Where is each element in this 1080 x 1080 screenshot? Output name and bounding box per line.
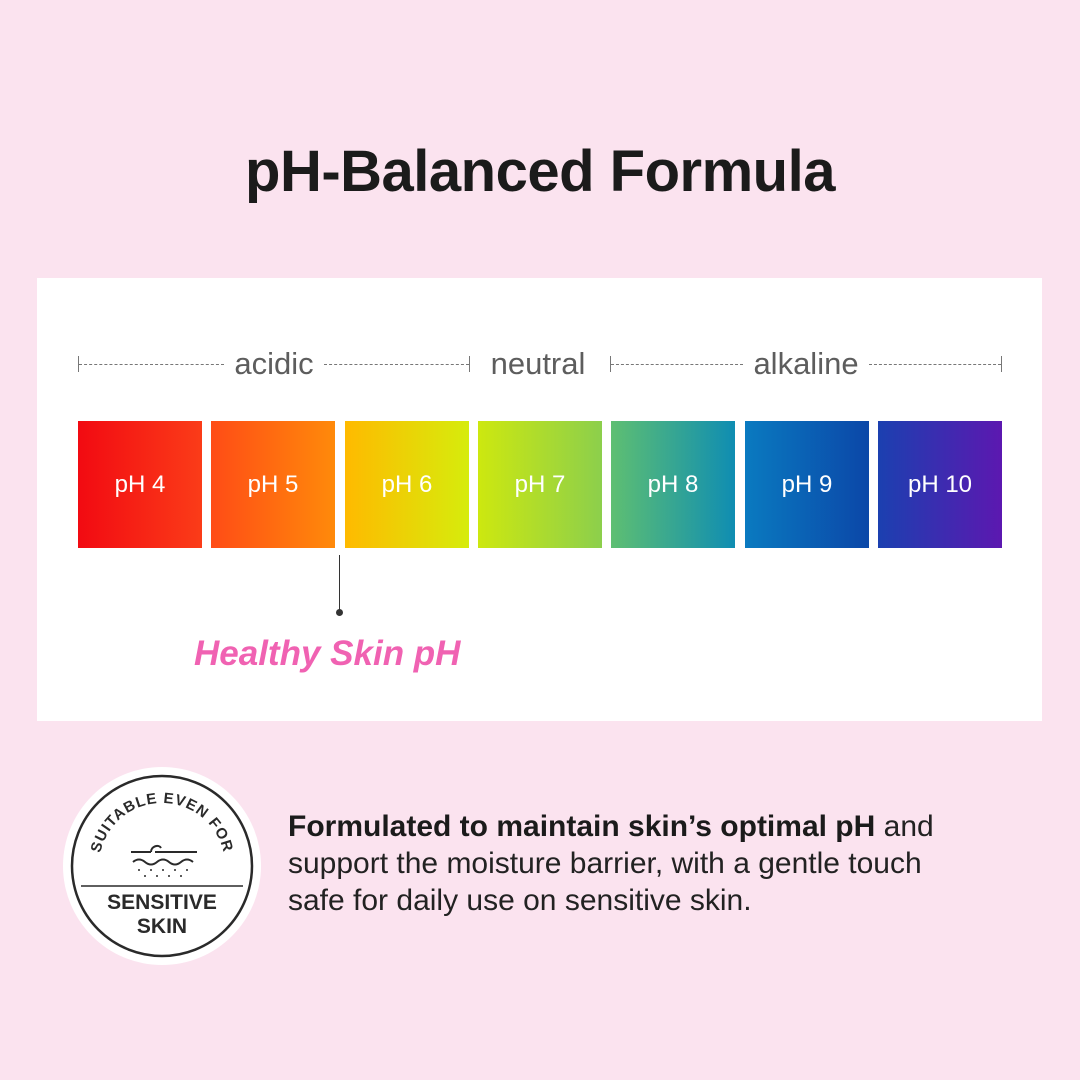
svg-text:SKIN: SKIN [137,915,187,938]
ph-box: pH 4 [78,421,202,548]
ph-box: pH 8 [611,421,735,548]
description-line2: support the moisture barrier, with a gen… [288,847,922,880]
range-alkaline: alkaline [610,344,1002,384]
marker-dot [336,609,343,616]
description-bold: Formulated to maintain skin’s optimal pH [288,810,876,843]
badge-seal-icon: SUITABLE EVEN FOR SENSITIVE SKIN [70,774,254,958]
ph-scale-panel: acidic neutral alkaline pH 4 pH 5 pH 6 pH 7… [37,278,1042,721]
ph-box: pH 6 [345,421,469,548]
healthy-skin-label: Healthy Skin pH [194,634,461,673]
ph-box-label: pH 4 [114,470,166,498]
sensitive-skin-badge: SUITABLE EVEN FOR SENSITIVE SKIN [63,767,261,965]
range-label-neutral: neutral [490,346,586,381]
ph-box: pH 5 [211,421,335,548]
range-acidic: acidic [78,344,471,384]
description-text: Formulated to maintain skin’s optimal pH… [288,808,934,919]
marker-line [339,555,340,612]
ph-box: pH 7 [478,421,602,548]
range-neutral: neutral [478,344,598,384]
ph-box-label: pH 9 [781,470,833,498]
ph-box-label: pH 10 [907,470,973,498]
ph-box-label: pH 6 [381,470,433,498]
ph-box-label: pH 5 [247,470,299,498]
page-title: pH-Balanced Formula [245,139,835,204]
ph-box-label: pH 7 [514,470,566,498]
range-label-alkaline: alkaline [753,346,859,381]
ph-box: pH 10 [878,421,1002,548]
range-label-acidic: acidic [234,346,314,381]
description-line1-rest: and [875,810,934,843]
ph-box-label: pH 8 [647,470,699,498]
ph-box: pH 9 [745,421,869,548]
svg-text:SENSITIVE: SENSITIVE [107,891,217,914]
description-line3: safe for daily use on sensitive skin. [288,884,752,917]
